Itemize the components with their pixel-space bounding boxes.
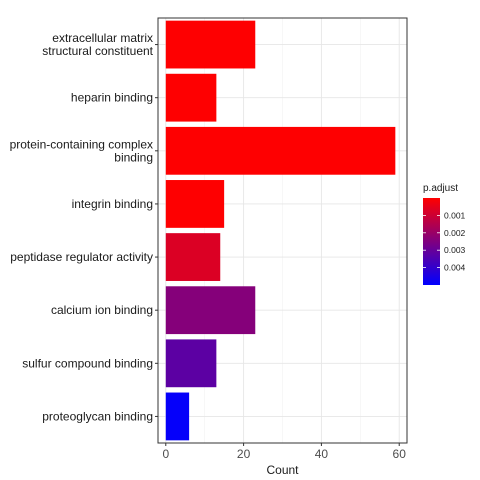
y-tick-label: protein-containing complex binding — [10, 137, 153, 164]
y-tick-label: integrin binding — [72, 197, 153, 211]
bar — [165, 286, 256, 335]
x-axis-title: Count — [266, 463, 299, 477]
legend-tick-label: 0.001 — [444, 210, 466, 220]
legend-tick-label: 0.002 — [444, 228, 466, 238]
y-axis: extracellular matrix structural constitue… — [10, 31, 158, 423]
y-tick-label: peptidase regulator activity — [10, 250, 153, 264]
bar — [165, 73, 217, 122]
legend: p.adjust 0.001 0.002 0.003 0.004 — [423, 183, 466, 285]
y-tick-label: sulfur compound binding — [22, 356, 153, 370]
y-tick-label: calcium ion binding — [51, 303, 153, 317]
x-tick-label: 20 — [237, 447, 251, 461]
bar — [165, 180, 225, 228]
x-tick-label: 0 — [162, 447, 169, 461]
x-tick-label: 60 — [393, 447, 407, 461]
bars — [165, 20, 396, 441]
legend-colorbar — [423, 198, 440, 285]
legend-tick-label: 0.004 — [444, 263, 466, 273]
plot-panel-border — [157, 17, 408, 444]
bar — [165, 339, 217, 388]
bar — [165, 392, 190, 441]
bar — [165, 20, 256, 69]
y-tick-label: extracellular matrix structural constitue… — [42, 31, 153, 58]
legend-title: p.adjust — [423, 183, 458, 194]
bar — [165, 126, 396, 175]
bar — [165, 233, 221, 281]
legend-tick-label: 0.003 — [444, 245, 466, 255]
y-tick-label: proteoglycan binding — [42, 409, 153, 423]
y-tick-label: heparin binding — [71, 91, 153, 105]
x-tick-label: 40 — [315, 447, 329, 461]
x-axis: 0 20 40 60 — [162, 443, 406, 461]
